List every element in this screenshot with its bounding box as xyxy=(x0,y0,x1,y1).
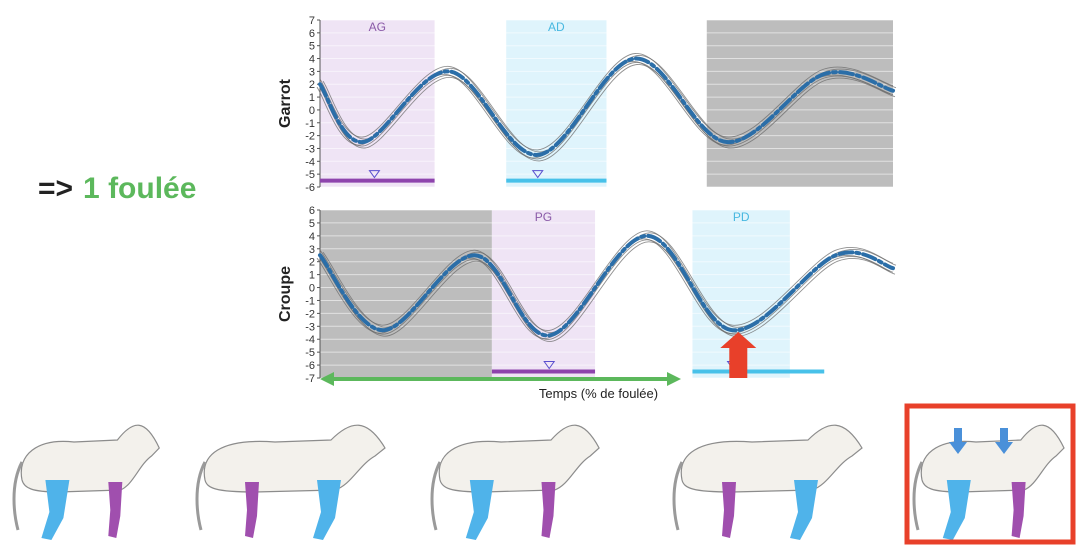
span-arrowhead-right-icon xyxy=(666,372,681,386)
horse-tail-icon xyxy=(195,461,207,531)
purple-leg-icon xyxy=(1011,482,1026,538)
minimum-marker-icon xyxy=(531,170,544,179)
blue-leg-icon xyxy=(790,480,818,540)
y-tick-label: 3 xyxy=(309,66,315,78)
trial-trace xyxy=(319,239,894,340)
horse-4-illustration xyxy=(672,424,863,540)
trial-trace xyxy=(321,241,896,342)
horse-body-icon xyxy=(438,424,600,493)
y-axis-label: Croupe xyxy=(277,266,294,322)
y-tick-label: 1 xyxy=(309,270,315,282)
y-tick-label: -6 xyxy=(305,360,315,372)
horse-5-illustration xyxy=(904,403,1076,545)
down-arrow-icon xyxy=(995,428,1013,454)
y-tick-label: -3 xyxy=(305,143,315,155)
y-tick-label: 5 xyxy=(309,218,315,230)
y-tick-label: -1 xyxy=(305,118,315,130)
horse-body-icon xyxy=(203,424,386,493)
y-tick-label: -7 xyxy=(305,373,315,385)
y-axis-label: Garrot xyxy=(277,78,294,128)
blue-leg-icon xyxy=(41,480,70,540)
phase-band xyxy=(320,20,435,187)
blue-leg-icon xyxy=(942,480,971,540)
horse-tail-icon xyxy=(430,461,442,531)
purple-leg-icon xyxy=(245,482,259,538)
y-tick-label: 4 xyxy=(309,54,315,66)
phase-label: PG xyxy=(535,210,552,224)
y-tick-label: 5 xyxy=(309,41,315,53)
horse-3-illustration xyxy=(430,424,600,540)
y-tick-label: 3 xyxy=(309,244,315,256)
mean-curve xyxy=(318,233,895,338)
trial-trace xyxy=(319,62,894,160)
y-tick-label: -6 xyxy=(305,182,315,194)
phase-label: AD xyxy=(548,20,565,34)
mean-curve xyxy=(318,56,895,157)
y-tick-label: 0 xyxy=(309,283,315,295)
horse-body-icon xyxy=(680,424,863,493)
horse-tail-icon xyxy=(12,461,24,531)
minimum-marker-icon xyxy=(368,170,381,179)
trial-trace xyxy=(321,64,896,162)
blue-leg-icon xyxy=(313,480,341,540)
trial-trace xyxy=(319,53,894,151)
horse-body-icon xyxy=(20,424,160,493)
purple-leg-icon xyxy=(722,482,736,538)
y-tick-label: -4 xyxy=(305,156,315,168)
phase-label: AG xyxy=(369,20,386,34)
y-tick-label: 1 xyxy=(309,92,315,104)
down-arrow-icon xyxy=(949,428,967,454)
y-tick-label: -2 xyxy=(305,131,315,143)
y-tick-label: -5 xyxy=(305,347,315,359)
stride-count: 1 foulée xyxy=(83,172,197,205)
purple-leg-icon xyxy=(541,482,556,538)
y-tick-label: 6 xyxy=(309,28,315,40)
horse-1-illustration xyxy=(12,424,160,540)
highlight-frame xyxy=(904,403,1076,545)
y-tick-label: 6 xyxy=(309,205,315,217)
horse-tail-icon xyxy=(672,461,684,531)
y-tick-label: 2 xyxy=(309,257,315,269)
x-axis-label: Temps (% de foulée) xyxy=(539,386,658,401)
horse-tail-icon xyxy=(912,461,924,531)
up-arrow-icon xyxy=(720,332,757,378)
y-tick-label: 7 xyxy=(309,15,315,27)
stride-label: => 1 foulée xyxy=(38,172,196,206)
y-tick-label: 2 xyxy=(309,79,315,91)
minimum-marker-icon xyxy=(543,361,556,370)
phase-band xyxy=(320,210,492,378)
horse-2-illustration xyxy=(195,424,386,540)
y-tick-label: 4 xyxy=(309,231,315,243)
y-tick-label: 0 xyxy=(309,105,315,117)
horse-body-icon xyxy=(920,424,1065,493)
trial-trace xyxy=(319,230,894,331)
span-arrowhead-left-icon xyxy=(320,372,334,386)
implies-arrow: => xyxy=(38,172,74,205)
phase-band xyxy=(706,20,893,187)
y-tick-label: -3 xyxy=(305,321,315,333)
y-tick-label: -2 xyxy=(305,308,315,320)
horse-strip xyxy=(12,403,1076,545)
purple-leg-icon xyxy=(108,482,123,538)
y-tick-label: -1 xyxy=(305,295,315,307)
y-tick-label: -4 xyxy=(305,334,315,346)
y-tick-label: -5 xyxy=(305,169,315,181)
phase-label: PD xyxy=(733,210,750,224)
blue-leg-icon xyxy=(465,480,494,540)
